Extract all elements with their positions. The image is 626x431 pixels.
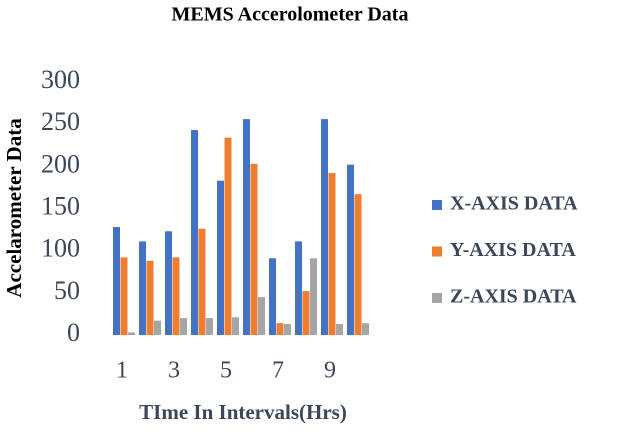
bar [172,257,180,335]
legend-label: Y-AXIS DATA [450,239,576,261]
bar [180,318,187,335]
y-tick-label: 200 [41,149,80,178]
legend-swatch [432,246,442,257]
x-tick-label: 5 [220,358,232,384]
bar [206,318,213,335]
bar [295,241,302,335]
x-axis-title: TIme In Intervals(Hrs) [139,400,347,424]
bar [165,231,172,335]
legend-swatch [432,293,442,303]
x-tick-label: 3 [168,358,180,384]
bar [276,323,284,335]
x-tick-label: 1 [116,358,128,384]
y-tick-label: 100 [41,234,80,263]
bar [217,180,224,335]
legend-label: X-AXIS DATA [450,193,578,215]
bar [284,324,291,335]
bar [321,119,328,336]
bar [243,119,250,336]
bar [198,228,206,335]
bar [154,320,161,335]
bar [362,323,369,335]
bar [354,194,362,335]
y-tick-label: 0 [67,318,80,347]
y-tick-label: 300 [41,65,80,94]
y-tick-label: 50 [54,276,80,305]
bar [232,317,239,335]
bar [128,332,135,335]
bar [139,241,146,335]
x-tick-label: 9 [324,358,336,384]
bar [328,173,336,335]
bar [269,258,276,335]
y-axis-title: Accelarometer Data [2,118,26,298]
y-tick-label: 150 [41,191,80,220]
bar [302,291,310,335]
bar [191,130,198,335]
bar [250,163,258,335]
legend-swatch [432,200,442,210]
chart-title: MEMS Accerolometer Data [172,4,409,26]
bar [310,258,317,335]
bar [146,260,154,335]
bar [120,257,128,335]
bar [258,297,265,335]
x-tick-label: 7 [272,358,284,384]
y-tick-label: 250 [41,107,80,136]
bar [347,164,354,335]
bar [336,324,343,335]
bar [224,137,232,335]
legend-label: Z-AXIS DATA [450,286,577,308]
bar [113,227,120,335]
